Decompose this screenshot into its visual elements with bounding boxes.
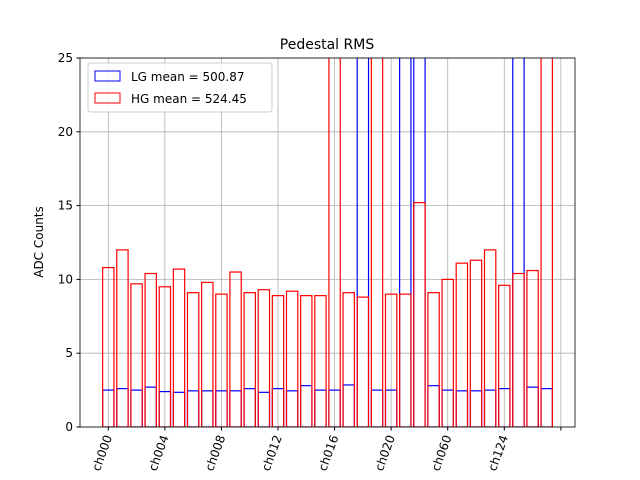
x-tick-label: ch000 (89, 433, 115, 473)
bar (427, 385, 440, 427)
x-tick-label: ch016 (316, 433, 342, 473)
x-tick-label: ch124 (485, 433, 511, 473)
bar (144, 272, 157, 427)
bar (172, 268, 186, 427)
axes-frame (79, 57, 576, 428)
bar (399, 58, 412, 427)
bar (116, 388, 129, 427)
bar (384, 293, 398, 427)
bar (257, 391, 271, 427)
x-tick-label: ch020 (372, 433, 398, 473)
bar (512, 58, 525, 427)
y-tick-label: 15 (58, 199, 73, 213)
chart-title: Pedestal RMS (280, 37, 375, 53)
bar (455, 262, 469, 427)
bar (314, 295, 327, 427)
y-tick-label: 20 (58, 125, 73, 139)
bar (526, 269, 539, 427)
bar (469, 390, 483, 427)
bar (285, 390, 299, 427)
legend-swatch (94, 92, 121, 104)
bar (144, 386, 157, 427)
legend-label: HG mean = 524.45 (131, 92, 247, 106)
bar (186, 292, 200, 427)
y-tick-label: 25 (58, 51, 73, 65)
bar (512, 272, 525, 427)
bar (483, 249, 497, 427)
bar (455, 390, 469, 427)
bar (172, 391, 186, 427)
bar (413, 202, 426, 427)
bar (285, 290, 299, 427)
bar (413, 58, 426, 427)
bar (399, 293, 412, 427)
bar (201, 390, 214, 427)
bar (483, 389, 497, 427)
x-tick-label: ch008 (202, 433, 228, 473)
bar (314, 389, 327, 427)
bar (229, 390, 242, 427)
bar (186, 390, 200, 427)
bar (201, 281, 214, 427)
x-tick-label: ch004 (146, 433, 172, 473)
bar (356, 58, 370, 427)
bar (356, 296, 370, 427)
bar (130, 283, 143, 427)
bar (102, 266, 115, 427)
bar (300, 385, 313, 427)
bar (158, 286, 172, 427)
bar (540, 388, 553, 427)
bar (342, 292, 355, 427)
bar (257, 289, 271, 427)
bar (469, 259, 483, 427)
bar (215, 293, 228, 427)
bar (370, 58, 384, 427)
legend-swatch (94, 70, 121, 82)
x-tick-label: ch060 (429, 433, 455, 473)
bar (540, 58, 553, 427)
bar (130, 389, 143, 427)
bar (342, 384, 355, 427)
bar (441, 278, 454, 427)
bar (300, 295, 313, 427)
y-axis-label: ADC Counts (32, 206, 46, 278)
bar (370, 389, 384, 427)
bar (116, 249, 129, 427)
x-tick-label: ch012 (259, 433, 285, 473)
bars (102, 58, 553, 427)
bar (229, 271, 242, 427)
y-tick-label: 0 (65, 420, 73, 434)
y-tick-label: 5 (65, 346, 73, 360)
bar (243, 292, 256, 427)
legend-label: LG mean = 500.87 (131, 70, 245, 84)
legend-box (87, 62, 273, 113)
bar (243, 388, 256, 427)
bar (427, 292, 440, 427)
y-tick-label: 10 (58, 272, 73, 286)
bar (526, 386, 539, 427)
